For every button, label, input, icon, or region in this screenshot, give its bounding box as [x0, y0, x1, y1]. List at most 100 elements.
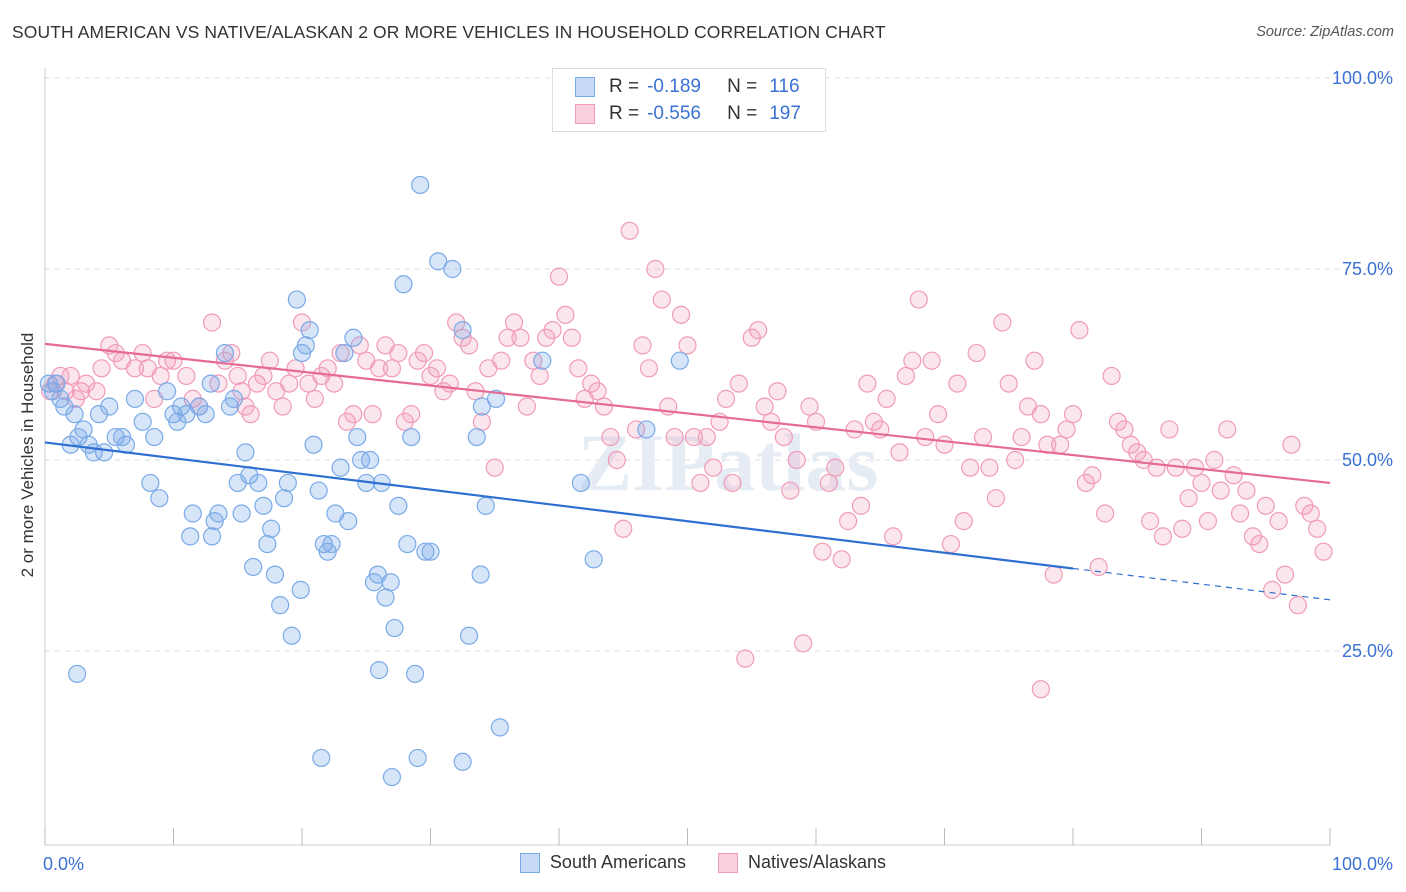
native-alaskan-point [1102, 366, 1121, 386]
south-american-point [224, 389, 243, 408]
native-alaskan-point [652, 290, 671, 309]
native-alaskan-point [665, 427, 684, 447]
south-american-point [106, 427, 125, 447]
native-alaskan-point [774, 427, 793, 447]
south-american-point [282, 626, 301, 645]
native-alaskan-point [77, 374, 96, 393]
native-alaskan-point [1301, 504, 1320, 523]
native-alaskan-point [1025, 351, 1044, 370]
n-label: N = [727, 103, 758, 124]
native-alaskan-point [241, 405, 260, 424]
native-alaskan-point [202, 313, 222, 332]
south-american-point [244, 557, 263, 577]
native-alaskan-point [325, 374, 344, 393]
native-alaskan-point [87, 382, 106, 401]
native-alaskan-point [402, 405, 421, 424]
south-american-point [584, 550, 603, 569]
south-american-point [68, 664, 87, 684]
native-alaskan-point [601, 427, 620, 447]
native-alaskan-point [646, 259, 665, 279]
y-tick-label: 75.0% [1342, 259, 1393, 279]
chart-title: SOUTH AMERICAN VS NATIVE/ALASKAN 2 OR MO… [12, 22, 886, 42]
n-value: 197 [769, 103, 801, 124]
native-alaskan-point [1140, 512, 1160, 531]
native-alaskan-point [794, 634, 813, 653]
native-alaskan-point [1269, 512, 1288, 531]
legend-item-south-americans[interactable]: South Americans [519, 852, 686, 873]
south-american-point [133, 412, 152, 431]
native-alaskan-point [961, 458, 980, 477]
south-american-point [361, 450, 380, 470]
legend-swatch-blue [575, 77, 595, 97]
native-alaskan-point [164, 351, 183, 370]
native-alaskan-point [935, 435, 954, 454]
n-label: N = [727, 76, 758, 97]
south-american-point [533, 351, 552, 370]
native-alaskan-point [916, 427, 935, 447]
legend-row-south-americans: R = -0.189 N = 116 [575, 75, 800, 99]
south-american-point [95, 443, 114, 462]
native-alaskan-point [232, 382, 251, 401]
native-alaskan-point [1089, 557, 1108, 577]
south-american-point [296, 336, 315, 355]
south-american-point [183, 504, 202, 523]
native-alaskan-point [1012, 427, 1031, 447]
legend-label: Natives/Alaskans [748, 852, 887, 872]
r-label: R = [609, 76, 640, 97]
native-alaskan-point [440, 374, 459, 393]
native-alaskan-point [562, 328, 581, 347]
south-american-point [339, 512, 358, 531]
native-alaskan-point [890, 443, 909, 462]
south-american-point [382, 767, 402, 787]
native-alaskan-point [125, 359, 145, 378]
native-alaskan-point [620, 221, 639, 240]
native-alaskan-point [742, 328, 761, 347]
native-alaskan-point [1115, 420, 1134, 439]
r-label: R = [609, 103, 640, 124]
n-value: 116 [769, 76, 800, 97]
native-alaskan-point [1224, 466, 1243, 485]
native-alaskan-point [1031, 405, 1050, 424]
native-alaskan-point [678, 336, 697, 355]
legend-item-natives-alaskans[interactable]: Natives/Alaskans [718, 852, 886, 873]
south-american-point [141, 473, 160, 493]
native-alaskan-point [813, 542, 832, 561]
native-alaskan-point [459, 336, 479, 355]
south-american-point [249, 473, 268, 493]
south-american-point [271, 596, 290, 615]
native-alaskan-trendline [44, 342, 1331, 485]
south-american-point [196, 405, 215, 424]
native-alaskan-point [61, 366, 80, 386]
native-alaskan-point [909, 290, 928, 309]
south-american-point [453, 321, 472, 340]
native-alaskan-point [92, 359, 111, 378]
native-alaskan-point [922, 351, 941, 370]
native-alaskan-point [729, 374, 749, 393]
native-alaskan-point [569, 359, 588, 378]
native-alaskan-point [408, 351, 427, 370]
native-alaskan-point [787, 450, 806, 470]
south-american-point [490, 718, 509, 737]
south-american-point [201, 374, 220, 393]
native-alaskan-point [723, 473, 742, 493]
native-alaskan-point [453, 328, 472, 347]
native-alaskan-point [1243, 527, 1263, 546]
legend-swatch-blue [519, 852, 540, 873]
native-alaskan-point [768, 382, 787, 401]
native-alaskan-point [1031, 680, 1050, 699]
native-alaskan-point [1173, 519, 1192, 538]
native-alaskan-point [1314, 542, 1333, 561]
series-legend: South Americans Natives/Alaskans [0, 852, 1406, 873]
native-alaskan-point [588, 382, 607, 401]
south-american-point [370, 660, 389, 680]
native-alaskan-point [498, 328, 517, 347]
south-american-point [312, 748, 331, 768]
south-american-point [429, 252, 448, 271]
x-tick-label: 0.0% [43, 854, 84, 874]
native-alaskan-point [1160, 420, 1179, 439]
south-american-point [471, 565, 490, 584]
south-american-point [486, 389, 506, 408]
native-alaskan-point [1179, 489, 1198, 508]
south-american-point [394, 275, 413, 294]
x-tick-label: 100.0% [1332, 854, 1393, 874]
